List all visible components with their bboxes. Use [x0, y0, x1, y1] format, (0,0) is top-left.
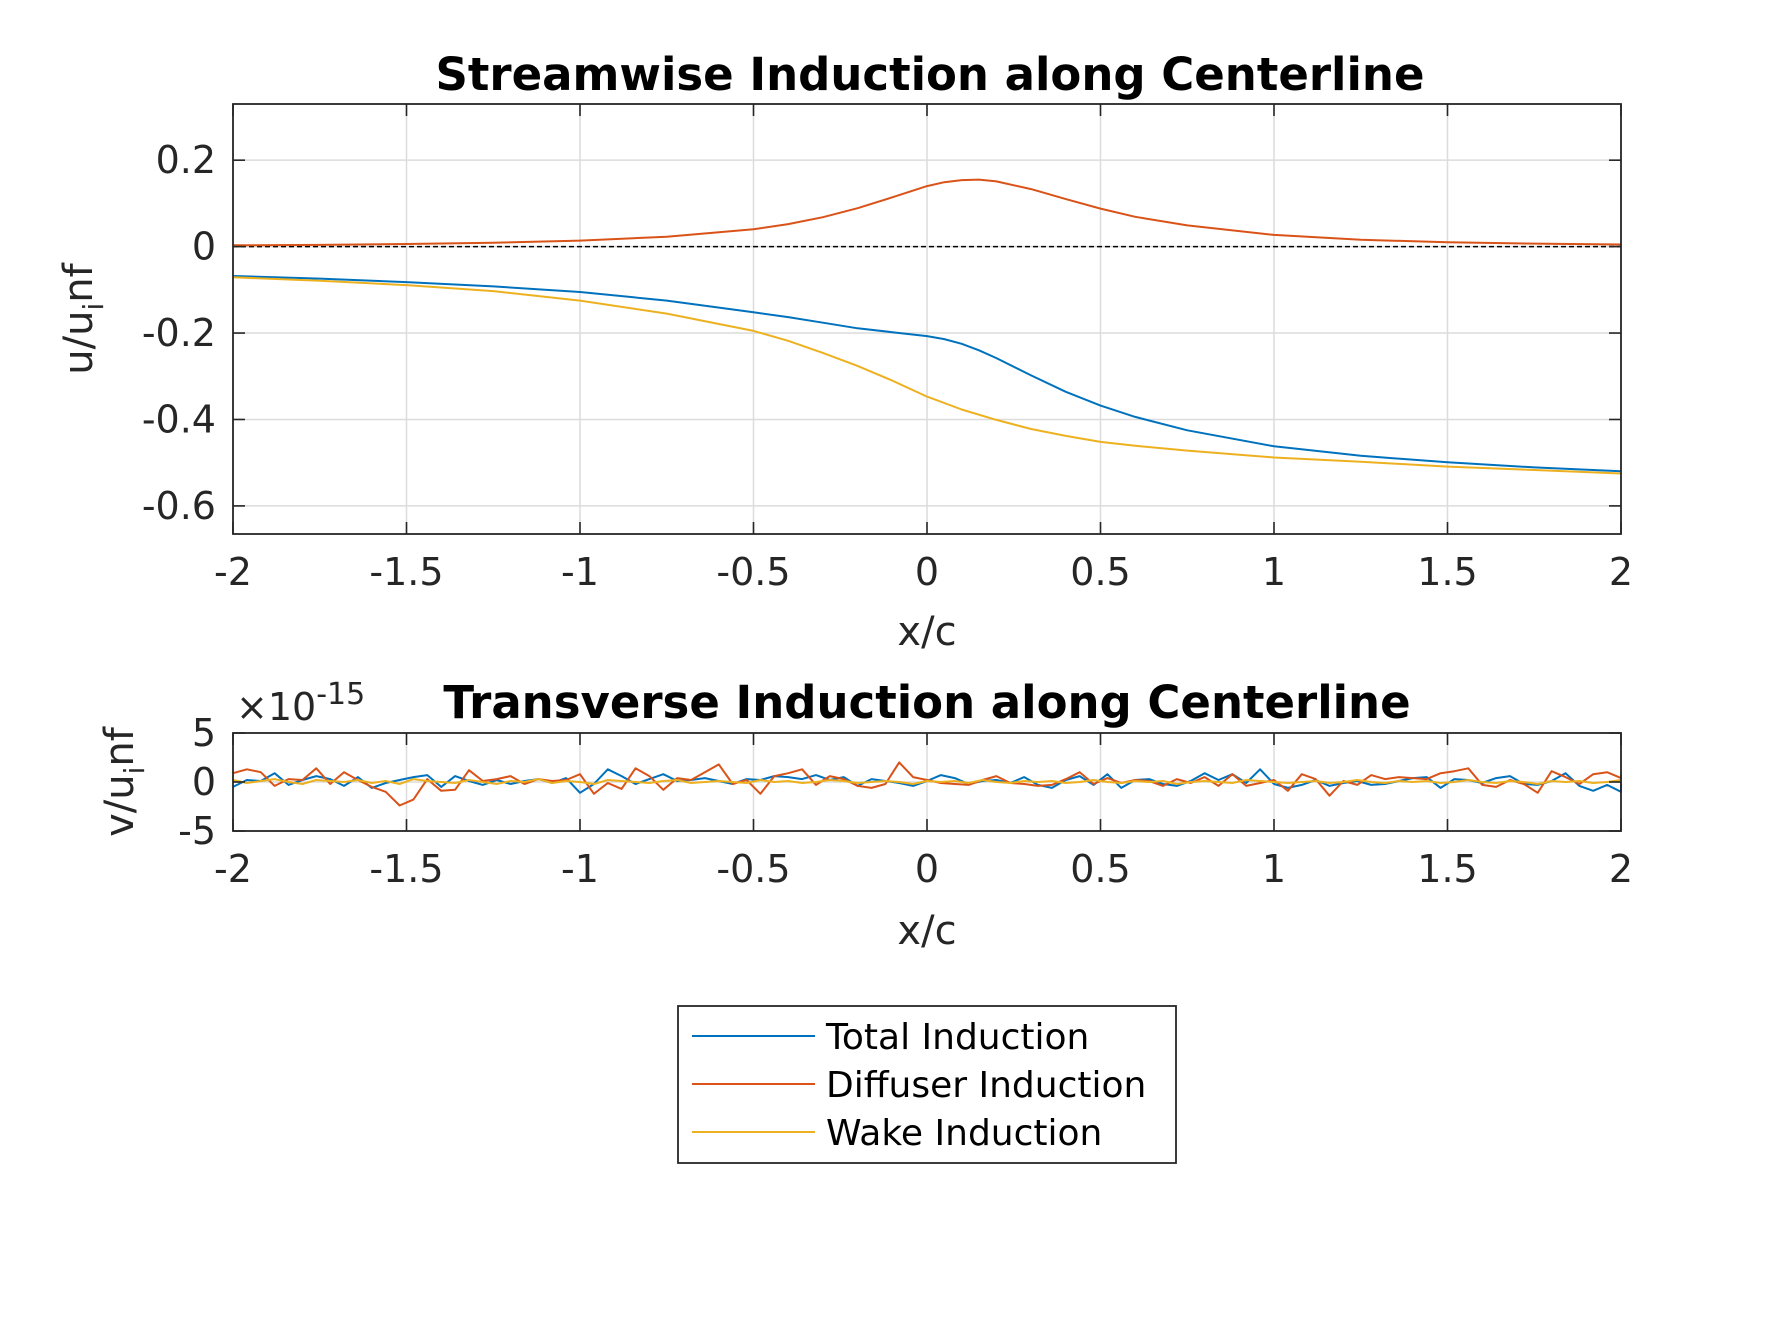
- streamwise-xtick-label: -0.5: [716, 550, 790, 594]
- transverse-title: Transverse Induction along Centerline: [443, 676, 1410, 729]
- streamwise-xtick-label: 1: [1262, 550, 1286, 594]
- transverse-ylabel-end: nf: [97, 726, 143, 766]
- transverse-series-wake: [232, 778, 1622, 785]
- transverse-xtick-label: -1: [561, 847, 599, 891]
- transverse-series-total: [232, 768, 1622, 794]
- transverse-xtick-label: 2: [1609, 847, 1633, 891]
- streamwise-series-group: [232, 178, 1622, 475]
- streamwise-ytick-label: -0.4: [142, 397, 216, 441]
- streamwise-grid: [232, 104, 1622, 534]
- streamwise-xtick-label: 0.5: [1070, 550, 1130, 594]
- transverse-xtick-label: 1.5: [1417, 847, 1477, 891]
- transverse-exponent: ×10-15: [236, 677, 365, 729]
- legend-label-total: Total Induction: [825, 1017, 1089, 1058]
- transverse-series-group: [232, 761, 1622, 807]
- transverse-series-diffuser: [232, 761, 1622, 807]
- transverse-axes: Transverse Induction along Centerline -2…: [97, 676, 1633, 954]
- transverse-xtick-label: 0: [915, 847, 939, 891]
- transverse-xlabel: x/c: [897, 908, 956, 954]
- legend: Total Induction Diffuser Induction Wake …: [677, 1005, 1177, 1164]
- streamwise-xtick-label: 1.5: [1417, 550, 1477, 594]
- streamwise-series-diffuser: [232, 178, 1622, 247]
- transverse-ytick-label: -5: [178, 809, 216, 853]
- streamwise-ytick-label: 0.2: [156, 138, 216, 182]
- transverse-ytick-label: 5: [192, 711, 216, 755]
- streamwise-ticks: -2 -1.5 -1 -0.5 0 0.5 1 1.5 2 -0.6 -0.4 -0.2 0 0.2: [142, 104, 1633, 594]
- transverse-exponent-power: -15: [316, 677, 365, 712]
- streamwise-title: Streamwise Induction along Centerline: [436, 48, 1425, 101]
- legend-label-diffuser: Diffuser Induction: [826, 1065, 1146, 1106]
- transverse-ylabel: v/uinf: [97, 726, 151, 837]
- streamwise-xlabel: x/c: [897, 609, 956, 655]
- legend-label-wake: Wake Induction: [826, 1113, 1102, 1154]
- transverse-xtick-label: 1: [1262, 847, 1286, 891]
- transverse-exponent-base: ×10: [236, 685, 316, 729]
- transverse-ticks: -2 -1.5 -1 -0.5 0 0.5 1 1.5 2 -5 0 5: [178, 711, 1633, 891]
- streamwise-ylabel-main: u/u: [56, 311, 102, 375]
- streamwise-xtick-label: 0: [915, 550, 939, 594]
- streamwise-xtick-label: 2: [1609, 550, 1633, 594]
- streamwise-ylabel: u/uinf: [56, 262, 110, 374]
- streamwise-ylabel-sub: i: [77, 303, 110, 311]
- transverse-xtick-label: -1.5: [369, 847, 443, 891]
- streamwise-xtick-label: -1.5: [369, 550, 443, 594]
- streamwise-ytick-label: 0: [192, 225, 216, 269]
- transverse-xtick-label: -2: [214, 847, 252, 891]
- transverse-xtick-label: -0.5: [716, 847, 790, 891]
- streamwise-axes: Streamwise Induction along Centerline -2…: [56, 48, 1633, 655]
- streamwise-xtick-label: -1: [561, 550, 599, 594]
- transverse-ytick-label: 0: [192, 760, 216, 804]
- transverse-xtick-label: 0.5: [1070, 847, 1130, 891]
- streamwise-ytick-label: -0.6: [142, 484, 216, 528]
- streamwise-ylabel-end: nf: [56, 262, 102, 302]
- streamwise-series-wake: [232, 276, 1622, 475]
- streamwise-series-total: [232, 275, 1622, 473]
- streamwise-ytick-label: -0.2: [142, 311, 216, 355]
- transverse-ylabel-sub: i: [118, 767, 151, 775]
- transverse-ylabel-main: v/u: [97, 774, 143, 837]
- streamwise-xtick-label: -2: [214, 550, 252, 594]
